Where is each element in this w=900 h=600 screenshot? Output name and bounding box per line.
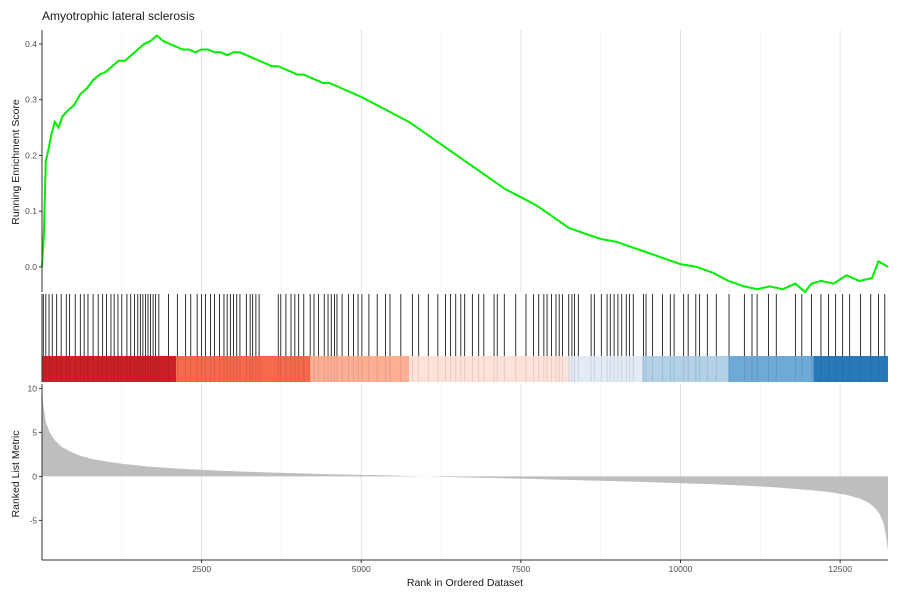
y-tick-label-enrichment: 0.2 — [25, 150, 37, 160]
heat-strip-segment — [176, 356, 311, 382]
heat-strip-segment — [568, 356, 643, 382]
y-tick-label-enrichment: 0.0 — [25, 262, 37, 272]
y-axis-title-enrichment: Running Enrichment Score — [10, 99, 22, 225]
heat-strip — [42, 356, 888, 382]
chart-title: Amyotrophic lateral sclerosis — [42, 9, 195, 23]
ranked-metric-panel — [42, 388, 888, 551]
x-tick-label: 12500 — [828, 564, 852, 574]
x-tick-label: 2500 — [192, 564, 211, 574]
x-tick-label: 5000 — [352, 564, 371, 574]
heat-strip-segment — [728, 356, 814, 382]
hits-panel — [42, 294, 886, 356]
y-tick-label-ranked: 10 — [28, 383, 38, 393]
x-axis-title: Rank in Ordered Dataset — [407, 577, 523, 589]
x-tick-label: 10000 — [669, 564, 693, 574]
x-tick-label: 7500 — [511, 564, 530, 574]
heat-strip-segment — [409, 356, 569, 382]
y-tick-label-ranked: 0 — [32, 471, 37, 481]
y-tick-label-ranked: 5 — [32, 427, 37, 437]
heat-strip-segment — [310, 356, 410, 382]
y-tick-label-ranked: -5 — [29, 515, 37, 525]
heat-strip-segment — [642, 356, 729, 382]
ranked-metric-area — [42, 388, 888, 551]
y-tick-label-enrichment: 0.3 — [25, 95, 37, 105]
axes: 0.0 0.1 0.2 0.3 0.4 -5 0 5 10 2500 5000 7500 10000 12… — [25, 30, 888, 574]
y-tick-label-enrichment: 0.4 — [25, 39, 37, 49]
heat-strip-segment — [813, 356, 888, 382]
y-axis-title-ranked: Ranked List Metric — [10, 431, 22, 518]
enrichment-panel — [41, 34, 889, 294]
heat-strip-segment — [42, 356, 177, 382]
y-tick-label-enrichment: 0.1 — [25, 206, 37, 216]
enrichment-score-line — [41, 34, 889, 294]
